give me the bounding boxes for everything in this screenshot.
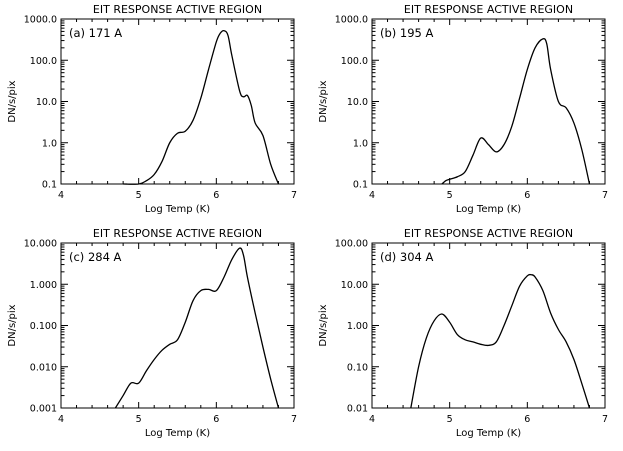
y-axis-label: DN/s/pix (318, 304, 329, 346)
x-tick-label: 4 (369, 414, 375, 425)
y-tick-label: 100.0 (30, 56, 57, 67)
y-axis-label: DN/s/pix (318, 80, 329, 122)
plot-frame (60, 242, 295, 409)
plot-frame (371, 242, 606, 409)
x-axis-label: Log Temp (K) (456, 428, 521, 439)
x-tick-label: 6 (524, 190, 530, 201)
response-curve (410, 273, 591, 409)
panel-304: EIT RESPONSE ACTIVE REGION (d) 304 A 4 5 6 7 0… (318, 227, 608, 439)
chart-title: EIT RESPONSE ACTIVE REGION (93, 3, 262, 16)
x-tick-label: 6 (213, 414, 219, 425)
y-tick-label: 1000.0 (335, 15, 368, 26)
y-tick-label: 1.0 (353, 138, 368, 149)
panel-label: (d) 304 A (380, 250, 434, 264)
x-axis-label: Log Temp (K) (145, 428, 210, 439)
y-tick-label: 1.00 (347, 321, 368, 332)
y-tick-label: 100.00 (335, 239, 368, 250)
y-tick-label: 100.0 (341, 56, 368, 67)
x-tick-label: 5 (447, 414, 453, 425)
x-tick-label: 5 (136, 414, 142, 425)
y-tick-label: 0.010 (30, 362, 57, 373)
x-axis-label: Log Temp (K) (456, 204, 521, 215)
panel-label: (b) 195 A (380, 26, 434, 40)
chart-title: EIT RESPONSE ACTIVE REGION (404, 3, 573, 16)
panel-label: (a) 171 A (69, 26, 122, 40)
panel-284: EIT RESPONSE ACTIVE REGION (c) 284 A 4 5 6 7 0… (7, 227, 297, 439)
y-tick-label: 0.100 (30, 321, 57, 332)
y-tick-label: 1000.0 (24, 15, 57, 26)
x-tick-label: 6 (213, 190, 219, 201)
x-tick-label: 7 (602, 414, 608, 425)
response-curve (441, 37, 591, 185)
response-curve (114, 247, 280, 409)
y-tick-label: 10.0 (347, 97, 368, 108)
y-axis-label: DN/s/pix (7, 304, 18, 346)
y-axis-label: DN/s/pix (7, 80, 18, 122)
y-tick-label: 0.1 (353, 180, 368, 191)
y-tick-label: 1.000 (30, 280, 57, 291)
chart-title: EIT RESPONSE ACTIVE REGION (404, 227, 573, 240)
y-tick-label: 0.001 (30, 404, 57, 415)
x-tick-label: 5 (136, 190, 142, 201)
panel-label: (c) 284 A (69, 250, 122, 264)
x-tick-label: 7 (291, 190, 297, 201)
y-tick-label: 0.01 (347, 404, 368, 415)
x-tick-label: 4 (58, 190, 64, 201)
panel-171: EIT RESPONSE ACTIVE REGION (a) 171 A 4 5 6 7 0… (7, 3, 297, 215)
x-axis-label: Log Temp (K) (145, 204, 210, 215)
y-tick-label: 10.00 (341, 280, 368, 291)
plot-frame (371, 18, 606, 185)
x-tick-label: 5 (447, 190, 453, 201)
y-tick-label: 10.000 (24, 239, 57, 250)
plot-frame (60, 18, 295, 185)
x-tick-label: 6 (524, 414, 530, 425)
y-tick-label: 0.10 (347, 362, 368, 373)
y-tick-label: 0.1 (42, 180, 57, 191)
x-tick-label: 4 (58, 414, 64, 425)
chart-title: EIT RESPONSE ACTIVE REGION (93, 227, 262, 240)
x-tick-label: 7 (602, 190, 608, 201)
x-tick-label: 4 (369, 190, 375, 201)
y-tick-label: 10.0 (36, 97, 57, 108)
y-tick-label: 1.0 (42, 138, 57, 149)
panel-195: EIT RESPONSE ACTIVE REGION (b) 195 A 4 5 6 7 0… (318, 3, 608, 215)
response-curve (123, 30, 280, 185)
x-tick-label: 7 (291, 414, 297, 425)
